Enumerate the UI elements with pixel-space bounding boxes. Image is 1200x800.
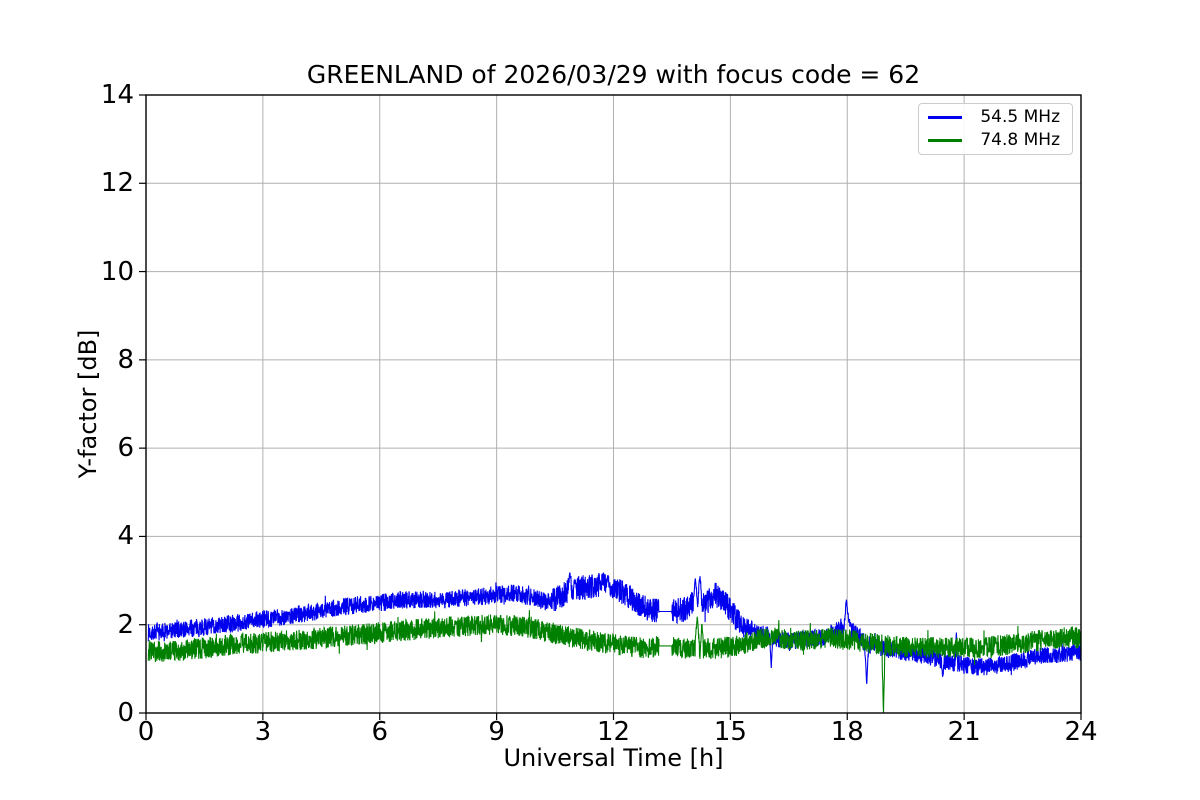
y-tick-label: 0 bbox=[117, 698, 134, 728]
x-tick-label: 24 bbox=[1064, 717, 1098, 747]
x-tick-label: 9 bbox=[488, 717, 505, 747]
x-tick-label: 18 bbox=[830, 717, 864, 747]
legend-entry-blue: 54.5 MHz bbox=[919, 107, 1072, 129]
x-tick-label: 3 bbox=[254, 717, 272, 747]
y-tick-label: 4 bbox=[117, 521, 134, 552]
y-tick-label: 12 bbox=[100, 168, 134, 199]
x-axis-label: Universal Time [h] bbox=[503, 744, 724, 772]
legend: 54.5 MHz 74.8 MHz bbox=[918, 103, 1073, 155]
legend-label-green: 74.8 MHz bbox=[980, 129, 1060, 150]
y-tick-label: 8 bbox=[117, 344, 134, 375]
x-tick-label: 21 bbox=[947, 717, 981, 747]
legend-entry-green: 74.8 MHz bbox=[919, 129, 1072, 151]
tick-marks bbox=[139, 94, 1082, 720]
y-tick-label: 10 bbox=[100, 256, 134, 287]
x-tick-label: 12 bbox=[596, 717, 631, 747]
x-tick-label: 0 bbox=[137, 717, 155, 747]
y-tick-label: 6 bbox=[117, 433, 134, 464]
x-tick-label: 15 bbox=[713, 717, 747, 747]
data-series bbox=[147, 572, 1082, 714]
x-tick-label: 6 bbox=[371, 717, 389, 747]
y-tick-label: 14 bbox=[100, 80, 134, 110]
legend-line-sample-green bbox=[928, 138, 962, 142]
legend-line-sample-blue bbox=[928, 116, 962, 120]
y-tick-label: 2 bbox=[117, 609, 134, 640]
legend-label-blue: 54.5 MHz bbox=[980, 107, 1060, 128]
chart-title: GREENLAND of 2026/03/29 with focus code … bbox=[306, 60, 921, 89]
